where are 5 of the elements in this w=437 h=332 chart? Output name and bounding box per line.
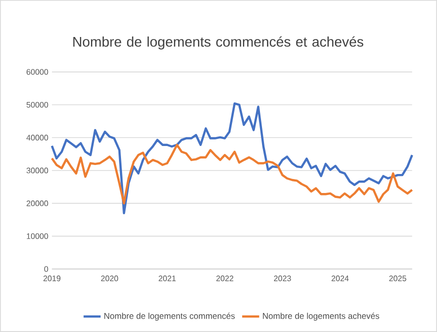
legend-label: Nombre de logements achevés bbox=[262, 312, 380, 321]
line-series bbox=[50, 102, 414, 214]
legend-label: Nombre de logements commencés bbox=[104, 312, 235, 321]
line-series bbox=[50, 144, 414, 204]
chart-title: Nombre de logements commencés et achevés bbox=[73, 36, 364, 50]
